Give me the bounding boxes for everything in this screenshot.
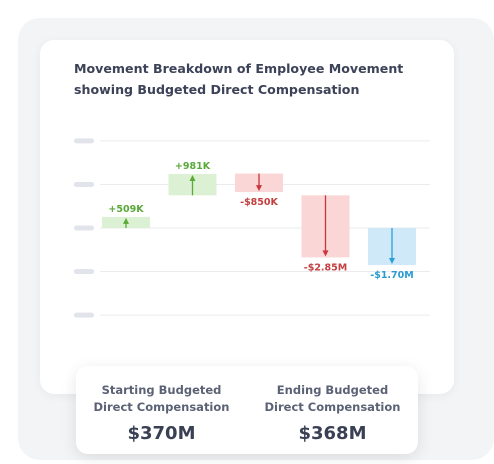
arrow-up-icon bbox=[189, 174, 196, 181]
data-label: -$1.70M bbox=[370, 270, 413, 281]
bar-layer: +509K +981K -$850K -$2.85M -$1.70M bbox=[102, 161, 416, 281]
y-tick-placeholder bbox=[74, 225, 94, 231]
starting-label: Starting Budgeted Direct Compensation bbox=[93, 383, 230, 414]
arrow-down-icon bbox=[322, 250, 329, 257]
y-tick-placeholder bbox=[74, 269, 94, 275]
chart-title-line-1: Movement Breakdown of Employee Movement bbox=[74, 61, 404, 76]
arrow-down-icon bbox=[389, 258, 395, 265]
starting-value: $370M bbox=[127, 423, 196, 444]
ending-stat: Ending Budgeted Direct Compensation $368… bbox=[247, 382, 418, 444]
ending-label: Ending Budgeted Direct Compensation bbox=[264, 383, 401, 414]
data-label: +981K bbox=[175, 161, 211, 172]
ending-value: $368M bbox=[298, 423, 367, 444]
y-tick-placeholder bbox=[74, 181, 94, 187]
chart-title-line-2: showing Budgeted Direct Compensation bbox=[74, 82, 360, 97]
y-tick-placeholder bbox=[74, 312, 94, 318]
data-label: -$2.85M bbox=[304, 262, 347, 273]
arrow-up-icon bbox=[123, 217, 129, 224]
data-label: +509K bbox=[108, 204, 144, 215]
summary-card: Starting Budgeted Direct Compensation $3… bbox=[76, 366, 418, 454]
starting-stat: Starting Budgeted Direct Compensation $3… bbox=[76, 382, 247, 444]
arrow-down-icon bbox=[256, 185, 262, 192]
y-tick-placeholder bbox=[74, 138, 94, 144]
chart-title: Movement Breakdown of Employee Movement … bbox=[74, 58, 434, 100]
data-label: -$850K bbox=[240, 197, 278, 208]
